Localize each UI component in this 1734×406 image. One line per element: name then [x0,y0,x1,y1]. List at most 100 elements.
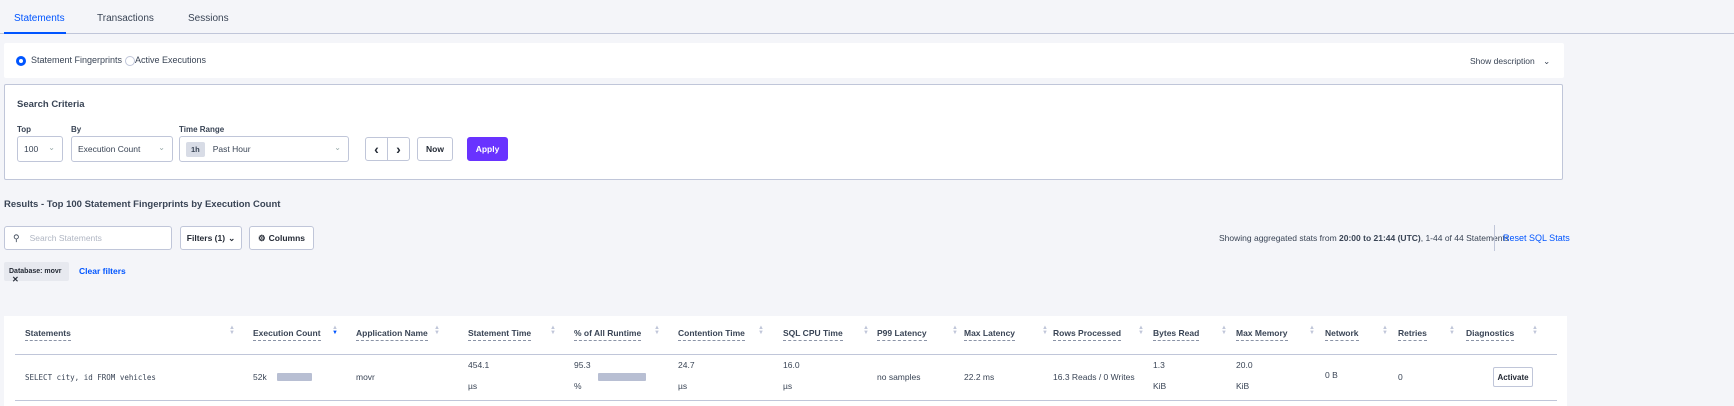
sort-icon[interactable]: ▲ ▼ [550,325,556,336]
bytes-read-unit: KiB [1153,381,1167,391]
tab-transactions[interactable]: Transactions [97,13,154,24]
time-range-badge: 1h [186,141,205,157]
by-value: Execution Count [78,144,141,154]
contention-time: 24.7 [678,360,695,370]
activate-diagnostics-button[interactable]: Activate [1493,367,1533,387]
runtime-pct-bar [598,373,646,381]
column-header-p99-latency[interactable]: P99 Latency [877,328,927,341]
sort-icon[interactable]: ▲ ▼ [863,325,869,336]
network: 0 B [1325,370,1338,380]
sort-icon[interactable]: ▲ ▼ [654,325,660,336]
chevron-down-icon: ⌄ [158,143,165,152]
chevron-down-icon: ⌄ [48,143,55,152]
max-memory: 20.0 [1236,360,1253,370]
retries: 0 [1398,372,1403,382]
contention-time-unit: µs [678,381,688,391]
time-range-select[interactable]: 1h Past Hour ⌄ [179,136,349,162]
search-icon: ⚲ [13,232,20,243]
radio-statement-fingerprints[interactable] [16,56,26,66]
sort-icon[interactable]: ▲ ▼ [332,325,338,336]
statements-table [4,316,1567,406]
search-statements-input[interactable]: ⚲ Search Statements [4,226,172,250]
sort-icon[interactable]: ▲ ▼ [1532,325,1538,336]
chevron-down-icon: ⌄ [228,232,236,243]
column-header-statement-time[interactable]: Statement Time [468,328,532,341]
sort-icon[interactable]: ▲ ▼ [434,325,440,336]
runtime-pct: 95.3 [574,360,591,370]
tab-statements[interactable]: Statements [14,13,65,24]
previous-time-button[interactable]: ‹ [365,137,388,161]
column-header-runtime-pct[interactable]: % of All Runtime [574,328,642,341]
sql-cpu-time-unit: µs [783,381,793,391]
column-header-max-latency[interactable]: Max Latency [964,328,1016,341]
column-header-diagnostics[interactable]: Diagnostics [1466,328,1515,341]
filters-button[interactable]: Filters (1) ⌄ [180,226,242,250]
sort-icon[interactable]: ▲ ▼ [1382,325,1388,336]
radio-label[interactable]: Statement Fingerprints [31,55,123,65]
top-value: 100 [24,144,39,154]
rows-processed: 16.3 Reads / 0 Writes [1053,372,1135,382]
results-heading: Results - Top 100 Statement Fingerprints… [4,199,281,210]
column-header-network[interactable]: Network [1325,328,1359,341]
tab-divider [0,33,1734,34]
application-name: movr [356,372,375,382]
column-header-statements[interactable]: Statements [25,328,71,341]
chevron-down-icon: ⌄ [1543,56,1551,66]
time-range-label: Time Range [179,125,225,134]
sort-icon[interactable]: ▲ ▼ [229,325,235,336]
now-button[interactable]: Now [417,137,453,161]
column-header-max-memory[interactable]: Max Memory [1236,328,1288,341]
column-header-application-name[interactable]: Application Name [356,328,428,341]
sort-icon[interactable]: ▲ ▼ [1138,325,1144,336]
search-criteria-panel: Search Criteria Top By Time Range 100 ⌄ E… [4,84,1563,180]
close-icon[interactable]: ✕ [12,275,19,284]
stats-suffix: , 1-44 of 44 Statements [1420,233,1510,243]
max-latency: 22.2 ms [964,372,995,382]
filter-chip: Database: movr ✕ [4,262,69,284]
next-time-button[interactable]: › [387,137,410,161]
tab-sessions[interactable]: Sessions [188,13,229,24]
columns-button[interactable]: ⚙ Columns [249,226,314,250]
show-description-button[interactable]: Show description ⌄ [1470,56,1550,67]
header-divider [15,354,1557,355]
sort-icon[interactable]: ▲ ▼ [1449,325,1455,336]
sort-icon[interactable]: ▲ ▼ [952,325,958,336]
show-description-label: Show description [1470,56,1535,66]
by-select[interactable]: Execution Count ⌄ [71,136,173,162]
execution-count-bar [277,373,312,381]
stats-summary: Showing aggregated stats from 20:00 to 2… [1219,233,1509,243]
apply-button[interactable]: Apply [467,137,508,161]
sort-icon[interactable]: ▲ ▼ [1042,325,1048,336]
statement-time: 454.1 [468,360,490,370]
column-header-contention-time[interactable]: Contention Time [678,328,745,341]
stats-range: 20:00 to 21:44 (UTC) [1339,233,1421,243]
search-criteria-title: Search Criteria [17,99,85,110]
sort-icon[interactable]: ▲ ▼ [1309,325,1315,336]
reset-sql-stats-link[interactable]: Reset SQL Stats [1503,233,1570,243]
stats-prefix: Showing aggregated stats from [1219,233,1340,243]
chevron-down-icon: ⌄ [334,143,341,152]
statement-time-unit: µs [468,381,478,391]
column-header-rows-processed[interactable]: Rows Processed [1053,328,1122,341]
column-header-sql-cpu-time[interactable]: SQL CPU Time [783,328,843,341]
max-memory-unit: KiB [1236,381,1250,391]
active-tab-indicator [4,32,66,34]
chevron-right-icon: › [396,141,401,157]
statement-link[interactable]: SELECT city, id FROM vehicles [25,373,156,382]
column-header-execution-count[interactable]: Execution Count [253,328,321,341]
column-header-retries[interactable]: Retries [1398,328,1427,341]
divider [1494,225,1495,251]
clear-filters-link[interactable]: Clear filters [79,266,126,276]
columns-label: Columns [268,233,305,243]
sort-icon[interactable]: ▲ ▼ [1221,325,1227,336]
chevron-left-icon: ‹ [374,141,379,157]
search-placeholder: Search Statements [29,233,102,243]
radio-active-executions[interactable] [125,56,135,66]
radio-label[interactable]: Active Executions [135,55,207,65]
sql-cpu-time: 16.0 [783,360,800,370]
sort-icon[interactable]: ▲ ▼ [758,325,764,336]
view-toggle-panel: Statement Fingerprints Active Executions… [4,43,1564,78]
bytes-read: 1.3 [1153,360,1165,370]
column-header-bytes-read[interactable]: Bytes Read [1153,328,1200,341]
top-select[interactable]: 100 ⌄ [17,136,63,162]
